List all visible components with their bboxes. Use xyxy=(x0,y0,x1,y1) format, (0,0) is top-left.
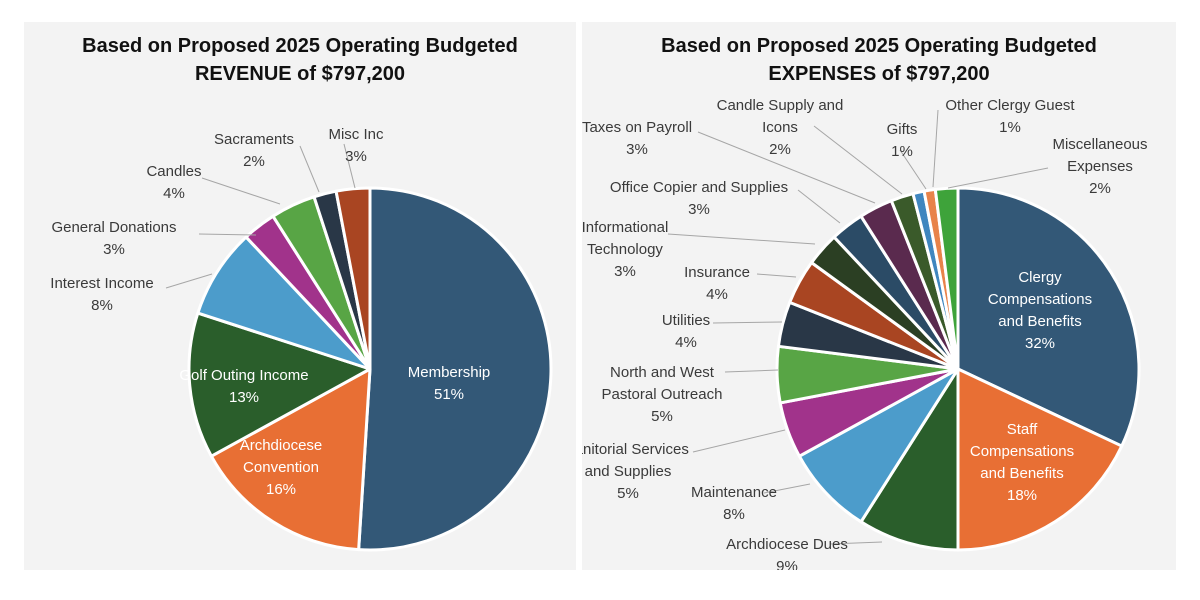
expenses-slice-archdiocese-dues xyxy=(859,367,960,552)
expenses-label-staff-compensations-and-benefits: Staff Compensations and Benefits 18% xyxy=(970,421,1074,504)
expenses-leader-informational-technology xyxy=(667,233,816,245)
revenue-slice-membership xyxy=(357,186,553,552)
revenue-slices xyxy=(187,186,553,552)
expenses-slice-miscellaneous-expenses xyxy=(933,186,960,371)
expenses-label-insurance: Insurance 4% xyxy=(684,264,750,303)
expenses-leader-utilities xyxy=(712,321,783,324)
expenses-labels: Clergy Compensations and Benefits 32% Staff C… xyxy=(582,97,1148,570)
revenue-slice-archdiocese-convention xyxy=(209,367,372,552)
expenses-slice-staff-compensations-and-benefits xyxy=(956,367,1124,552)
expenses-label-archdiocese-dues: Archdiocese Dues 9% xyxy=(726,536,848,570)
expenses-label-candle-supply-and-icons: Candle Supply and Icons 2% xyxy=(717,97,844,158)
expenses-label-taxes-on-payroll: Taxes on Payroll 3% xyxy=(582,119,692,158)
revenue-label-candles: Candles 4% xyxy=(146,163,201,202)
expenses-leader-taxes-on-payroll xyxy=(697,131,876,204)
revenue-slice-interest-income xyxy=(196,235,372,371)
expenses-slice-clergy-compensations-and-benefits xyxy=(956,186,1141,448)
revenue-leader-misc-inc xyxy=(343,143,356,189)
revenue-chart-panel: Based on Proposed 2025 Operating Budgete… xyxy=(24,22,576,570)
expenses-leader-north-and-west-pastoral-outreach xyxy=(724,369,779,373)
expenses-slice-maintenance xyxy=(797,367,960,524)
expenses-leader-gifts xyxy=(899,149,927,190)
expenses-chart-panel: Based on Proposed 2025 Operating Budgete… xyxy=(582,22,1176,570)
expenses-label-north-and-west-pastoral-outreach: North and West Pastoral Outreach 5% xyxy=(602,364,723,425)
revenue-leader-candles xyxy=(201,177,281,205)
revenue-labels: Membership 51% Archdiocese Convention 16% Gol… xyxy=(50,126,490,498)
expenses-pie-chart: Clergy Compensations and Benefits 32% Staff C… xyxy=(582,97,1148,570)
revenue-pie-chart: Membership 51% Archdiocese Convention 16% Gol… xyxy=(50,126,553,552)
expenses-label-clergy-compensations-and-benefits: Clergy Compensations and Benefits 32% xyxy=(988,269,1092,352)
expenses-leader-maintenance xyxy=(763,483,811,494)
revenue-label-archdiocese-convention: Archdiocese Convention 16% xyxy=(240,437,323,498)
expenses-leader-lines xyxy=(667,109,1049,545)
expenses-slices xyxy=(775,186,1141,552)
revenue-leader-interest-income xyxy=(165,273,213,289)
expenses-label-gifts: Gifts 1% xyxy=(887,121,918,160)
revenue-label-general-donations: General Donations 3% xyxy=(51,219,176,258)
expenses-leader-janitorial-services-and-supplies xyxy=(692,429,786,453)
revenue-label-golf-outing-income: Golf Outing Income 13% xyxy=(179,367,308,406)
revenue-label-misc-inc: Misc Inc 3% xyxy=(328,126,384,165)
expenses-leader-archdiocese-dues xyxy=(829,541,883,545)
revenue-leader-general-donations xyxy=(198,233,257,236)
expenses-label-office-copier-and-supplies: Office Copier and Supplies 3% xyxy=(610,179,788,218)
expenses-label-miscellaneous-expenses: Miscellaneous Expenses 2% xyxy=(1052,136,1147,197)
revenue-leader-lines xyxy=(165,143,356,289)
expenses-label-utilities: Utilities 4% xyxy=(662,312,710,351)
expenses-leader-other-clergy-guest xyxy=(932,109,939,188)
expenses-leader-insurance xyxy=(756,273,797,278)
revenue-title-line1: Based on Proposed 2025 Operating Budgete… xyxy=(82,35,518,57)
revenue-slice-golf-outing-income xyxy=(187,311,372,458)
revenue-label-interest-income: Interest Income 8% xyxy=(50,275,153,314)
revenue-label-sacraments: Sacraments 2% xyxy=(214,131,294,170)
expenses-label-informational-technology: Informational Technology 3% xyxy=(582,219,668,280)
expenses-label-maintenance: Maintenance 8% xyxy=(691,484,777,523)
expenses-label-other-clergy-guest: Other Clergy Guest 1% xyxy=(945,97,1075,136)
expenses-title-line2: EXPENSES of $797,200 xyxy=(768,63,990,85)
revenue-title-line2: REVENUE of $797,200 xyxy=(194,63,406,85)
expenses-leader-office-copier-and-supplies xyxy=(797,189,841,224)
revenue-label-membership: Membership 51% xyxy=(408,364,491,403)
revenue-leader-sacraments xyxy=(299,145,320,193)
expenses-leader-miscellaneous-expenses xyxy=(947,167,1049,189)
expenses-title-line1: Based on Proposed 2025 Operating Budgete… xyxy=(661,35,1097,57)
revenue-slice-misc-inc xyxy=(334,186,372,371)
expenses-leader-candle-supply-and-icons xyxy=(813,125,903,195)
